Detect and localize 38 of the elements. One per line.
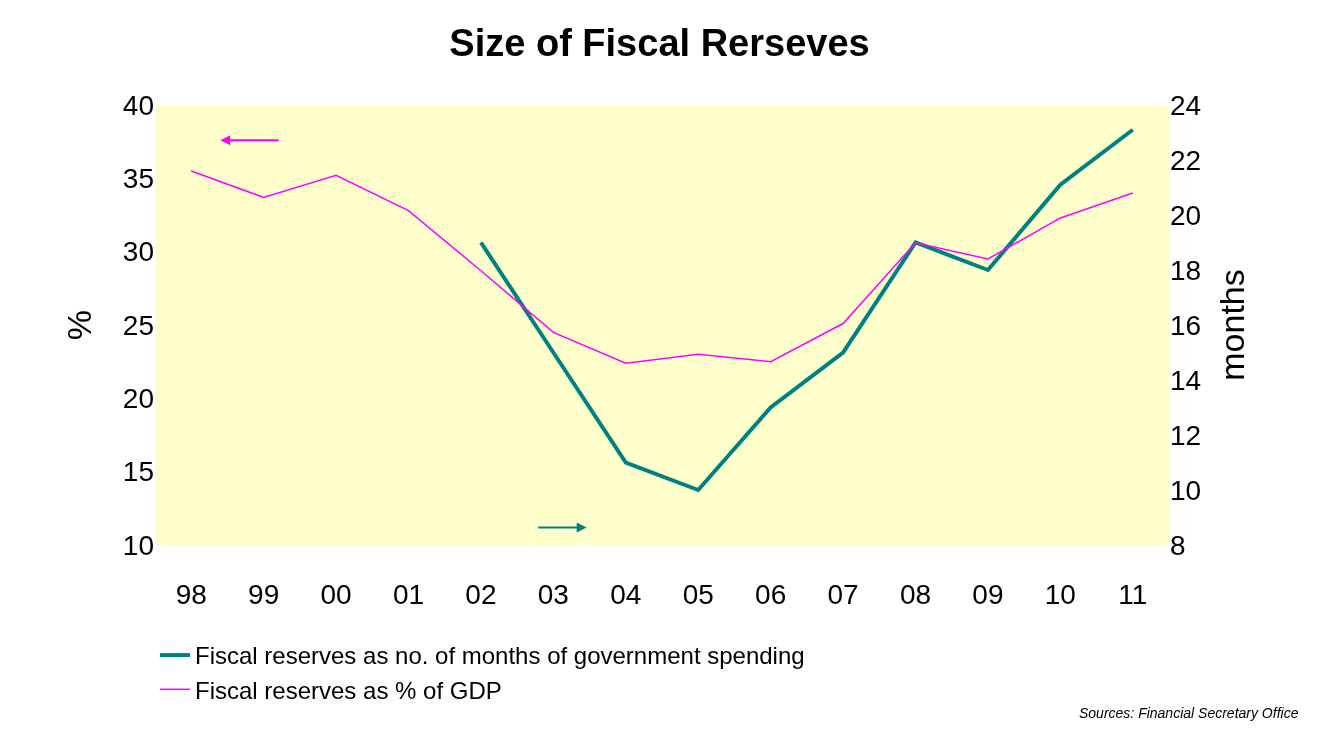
- chart-title: Size of Fiscal Rerseves: [449, 21, 870, 64]
- source-note: Sources: Financial Secretary Office: [1079, 705, 1299, 721]
- legend-label: Fiscal reserves as no. of months of government spending: [195, 642, 805, 670]
- line-series: [190, 170, 1134, 364]
- y2-tick-label: 8: [1170, 529, 1186, 561]
- y2-tick-label: 10: [1170, 474, 1202, 506]
- y-tick-label: 10: [122, 529, 154, 561]
- x-tick-label: 08: [899, 579, 932, 610]
- y-tick-label: 25: [122, 309, 154, 341]
- y-tick-label: 15: [122, 456, 154, 488]
- x-tick-label: 10: [1044, 579, 1076, 610]
- x-tick-label: 04: [610, 579, 642, 610]
- y2-axis-title: months: [1213, 269, 1252, 381]
- x-tick-label: 98: [175, 579, 207, 610]
- x-tick-label: 00: [320, 579, 352, 610]
- x-tick-label: 02: [465, 579, 497, 610]
- y2-tick-label: 20: [1170, 199, 1202, 231]
- x-tick-label: 09: [972, 579, 1004, 610]
- x-tick-label: 07: [827, 579, 859, 610]
- y2-tick-label: 12: [1170, 419, 1202, 451]
- x-tick-label: 11: [1118, 579, 1148, 610]
- x-tick-label: 03: [537, 579, 569, 610]
- x-tick-label: 05: [682, 579, 714, 610]
- y-tick-label: 35: [122, 163, 154, 195]
- line-series: [478, 127, 1135, 492]
- x-tick-label: 01: [392, 579, 425, 610]
- y2-tick-label: 24: [1170, 89, 1202, 121]
- y2-tick-label: 22: [1170, 144, 1202, 176]
- y2-tick-label: 14: [1170, 364, 1202, 396]
- x-tick-label: 99: [248, 579, 280, 610]
- x-tick-label: 06: [755, 579, 787, 610]
- y-tick-label: 40: [122, 89, 154, 121]
- y2-tick-label: 16: [1170, 309, 1202, 341]
- y-tick-label: 20: [122, 383, 154, 415]
- y-tick-label: 30: [122, 236, 154, 268]
- legend-label: Fiscal reserves as % of GDP: [195, 676, 502, 704]
- y2-tick-label: 18: [1170, 254, 1202, 286]
- y-axis-title: %: [60, 309, 99, 341]
